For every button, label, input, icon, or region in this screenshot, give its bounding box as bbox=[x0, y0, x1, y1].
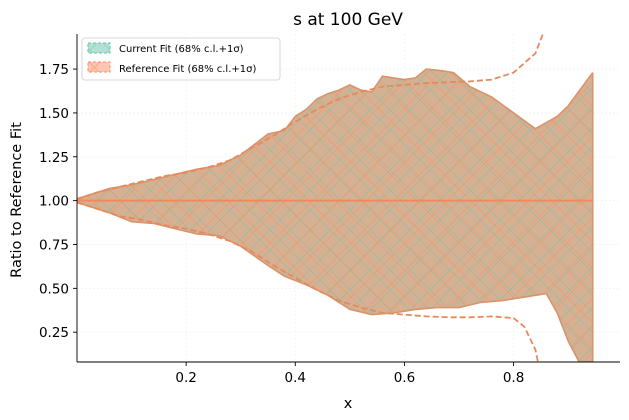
y-tick-label-5: 1.50 bbox=[39, 106, 69, 122]
x-tick-label-0: 0.2 bbox=[175, 370, 196, 386]
y-axis-label: Ratio to Reference Fit bbox=[9, 122, 25, 278]
chart-title: s at 100 GeV bbox=[293, 10, 403, 30]
x-tick-label-1: 0.4 bbox=[285, 370, 306, 386]
legend-hatch-current bbox=[88, 43, 110, 53]
y-tick-label-1: 0.50 bbox=[39, 281, 69, 297]
ref-lower-dashed bbox=[77, 201, 539, 362]
x-axis-label: x bbox=[344, 396, 353, 412]
legend-label-reference: Reference Fit (68% c.l.+1σ) bbox=[119, 64, 256, 75]
ref-upper-dashed bbox=[77, 34, 544, 200]
y-tick-label-4: 1.25 bbox=[39, 150, 69, 166]
x-tick-label-3: 0.8 bbox=[503, 370, 524, 386]
y-tick-label-3: 1.00 bbox=[39, 194, 69, 210]
legend-label-current: Current Fit (68% c.l.+1σ) bbox=[119, 44, 244, 55]
x-tick-label-2: 0.6 bbox=[394, 370, 415, 386]
bands bbox=[77, 34, 594, 362]
legend-hatch-reference bbox=[88, 62, 110, 72]
ticks: 0.2 0.4 0.6 0.8 0.25 0.50 0.75 1.00 1.25 1.50 1.75 bbox=[39, 62, 524, 386]
band-hatch-reference bbox=[77, 69, 593, 362]
y-tick-label-0: 0.25 bbox=[39, 325, 69, 341]
legend-box bbox=[81, 37, 281, 81]
y-tick-label-2: 0.75 bbox=[39, 237, 69, 253]
y-tick-label-6: 1.75 bbox=[39, 62, 69, 78]
axes bbox=[76, 34, 620, 363]
legend: Current Fit (68% c.l.+1σ) Reference Fit … bbox=[81, 37, 281, 81]
